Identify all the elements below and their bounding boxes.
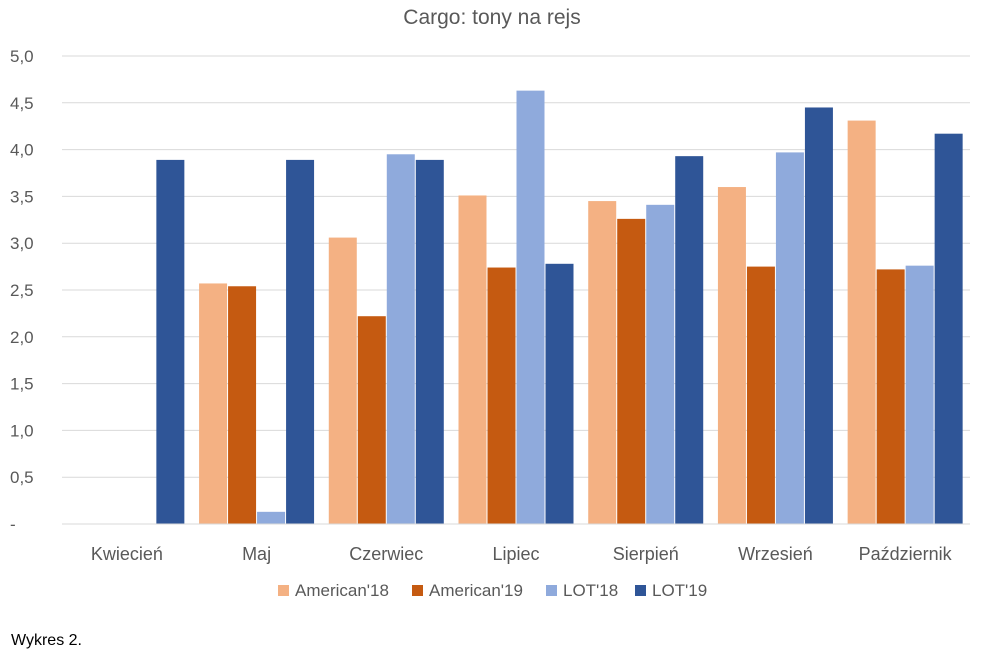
bar-lot-18-6 <box>905 265 934 524</box>
x-tick-label: Sierpień <box>613 544 679 564</box>
bar-lot-18-3 <box>516 90 545 524</box>
x-tick-label: Wrzesień <box>738 544 813 564</box>
y-tick-label: 3,0 <box>10 234 34 253</box>
bar-lot-19-4 <box>675 156 704 525</box>
bars <box>156 90 963 525</box>
y-tick-label: 2,5 <box>10 281 34 300</box>
chart-svg: Cargo: tony na rejs - 0,5 1,0 1,5 2,0 2,5 3,0 3… <box>10 6 970 600</box>
bar-lot-19-1 <box>286 159 315 524</box>
x-tick-label: Maj <box>242 544 271 564</box>
bar-american-19-3 <box>487 267 516 524</box>
legend-label: American'19 <box>429 581 523 600</box>
bar-lot-18-1 <box>257 511 286 524</box>
legend-swatch <box>412 585 423 596</box>
y-axis-ticks: - 0,5 1,0 1,5 2,0 2,5 3,0 3,5 4,0 4,5 5,0 <box>10 47 34 534</box>
bar-lot-18-2 <box>386 154 415 524</box>
bar-american-19-1 <box>228 286 257 524</box>
bar-lot-19-2 <box>415 159 444 524</box>
y-tick-label: 3,5 <box>10 187 34 206</box>
x-axis-ticks: Kwiecień Maj Czerwiec Lipiec Sierpień Wrzesie… <box>91 544 953 564</box>
y-tick-label: 4,5 <box>10 94 34 113</box>
bar-american-18-3 <box>458 195 487 525</box>
bar-lot-19-3 <box>545 263 574 524</box>
legend-label: LOT'18 <box>563 581 618 600</box>
bar-american-18-4 <box>588 201 617 524</box>
bar-american-19-6 <box>876 269 905 524</box>
bar-american-18-2 <box>328 237 357 525</box>
y-tick-label: - <box>10 515 16 534</box>
bar-lot-18-4 <box>646 204 675 524</box>
x-tick-label: Lipiec <box>492 544 539 564</box>
bar-lot-19-5 <box>804 107 833 524</box>
legend-swatch <box>278 585 289 596</box>
legend-label: American'18 <box>295 581 389 600</box>
x-tick-label: Czerwiec <box>349 544 423 564</box>
legend-swatch <box>546 585 557 596</box>
legend: American'18 American'19 LOT'18 LOT'19 <box>278 581 707 600</box>
y-tick-label: 2,0 <box>10 328 34 347</box>
legend-swatch <box>635 585 646 596</box>
figure-caption: Wykres 2. <box>11 632 82 649</box>
y-tick-label: 0,5 <box>10 468 34 487</box>
bar-american-19-4 <box>617 218 646 524</box>
bar-lot-19-6 <box>934 133 963 525</box>
y-tick-label: 4,0 <box>10 141 34 160</box>
bar-lot-19-0 <box>156 159 185 524</box>
chart: Cargo: tony na rejs - 0,5 1,0 1,5 2,0 2,5 3,0 3… <box>10 6 970 600</box>
y-tick-label: 5,0 <box>10 47 34 66</box>
bar-american-19-2 <box>357 316 386 524</box>
bar-american-18-5 <box>717 187 746 525</box>
gridlines <box>62 55 970 478</box>
bar-american-18-6 <box>847 120 876 525</box>
y-tick-label: 1,0 <box>10 421 34 440</box>
bar-american-18-1 <box>199 283 228 524</box>
bar-american-19-5 <box>746 266 775 524</box>
legend-label: LOT'19 <box>652 581 707 600</box>
x-tick-label: Październik <box>859 544 953 564</box>
bar-lot-18-5 <box>775 152 804 524</box>
chart-title: Cargo: tony na rejs <box>403 6 580 29</box>
x-tick-label: Kwiecień <box>91 544 163 564</box>
y-tick-label: 1,5 <box>10 375 34 394</box>
